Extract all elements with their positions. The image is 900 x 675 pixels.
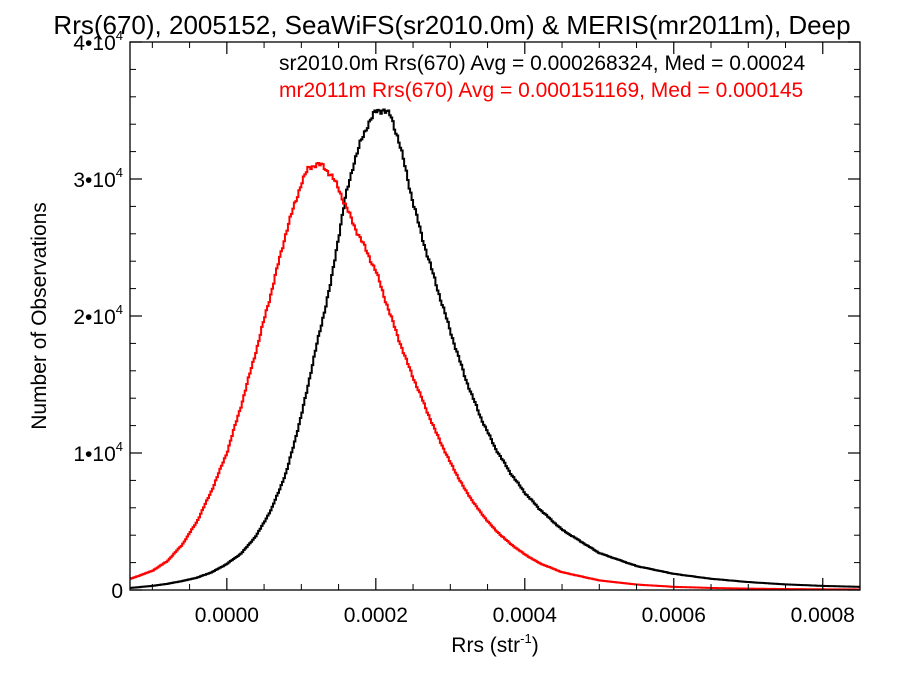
series-layer xyxy=(130,108,860,591)
x-axis-label-suffix: ) xyxy=(532,634,539,657)
y-tick-label: 4•104 xyxy=(73,28,123,55)
chart-title: Rrs(670), 2005152, SeaWiFS(sr2010.0m) & … xyxy=(53,10,850,40)
legend-entry-sr2010: sr2010.0m Rrs(670) Avg = 0.000268324, Me… xyxy=(279,52,805,75)
x-axis-label-main: Rrs (str xyxy=(451,634,520,657)
x-axis-label-exponent: -1 xyxy=(520,631,532,646)
y-tick-label: 3•104 xyxy=(73,165,123,192)
x-axis-label: Rrs (str-1) xyxy=(451,631,538,657)
x-tick-label: 0.0006 xyxy=(642,604,706,627)
x-tick-label: 0.0002 xyxy=(344,604,408,627)
x-tick-label: 0.0004 xyxy=(493,604,558,627)
x-tick-label: 0.0000 xyxy=(195,604,259,627)
y-axis-label: Number of Observations xyxy=(28,202,51,430)
y-tick-label: 1•104 xyxy=(73,439,123,466)
y-tick-label: 2•104 xyxy=(73,302,123,329)
series-line-sr2010.0m xyxy=(130,108,860,589)
x-tick-label: 0.0008 xyxy=(791,604,855,627)
legend-entry-mr2011m: mr2011m Rrs(670) Avg = 0.000151169, Med … xyxy=(279,79,803,102)
ticks-layer: 0.0000 0.0002 0.0004 0.0006 0.0008 0 1•104 2•10… xyxy=(73,28,860,627)
series-line-mr2011m xyxy=(130,161,860,591)
y-tick-label: 0 xyxy=(111,580,123,603)
